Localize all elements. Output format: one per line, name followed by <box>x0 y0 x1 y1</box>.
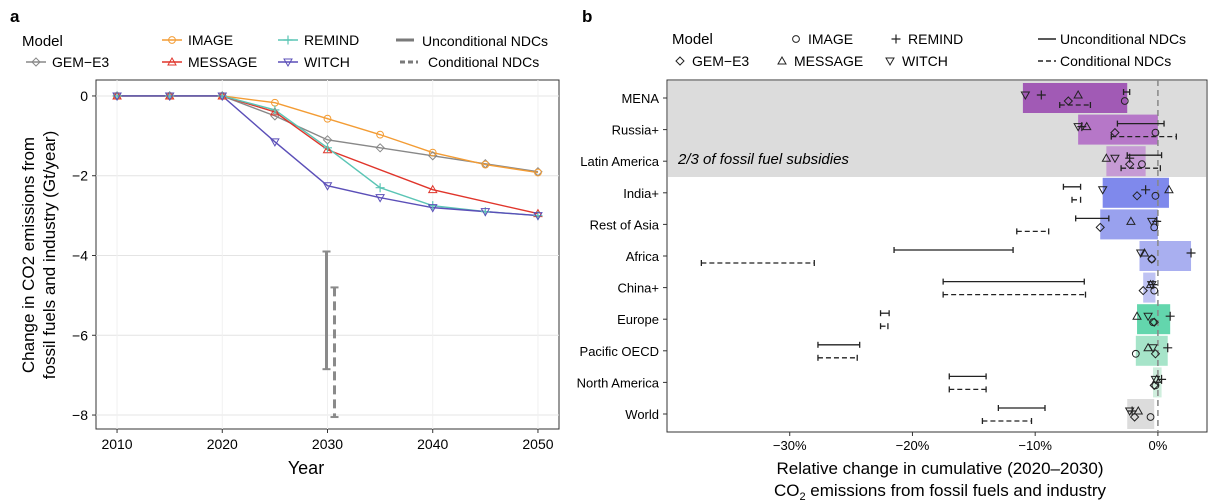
y-tick-label: −8 <box>72 407 88 423</box>
range-bar-russia <box>1078 114 1158 145</box>
region-label-india: India+ <box>623 186 659 201</box>
panel-b-legend: Model IMAGE REMIND GEM−E3 MESSAGE WITCH Unco… <box>672 31 1186 69</box>
panel-b: b Model IMAGE REMIND GEM−E3 MESSAGE WITCH Un… <box>577 7 1208 502</box>
series-line-witch <box>117 95 539 217</box>
region-label-europe: Europe <box>617 312 659 327</box>
region-label-china: China+ <box>617 281 659 296</box>
legend-unconditional-label: Unconditional NDCs <box>422 33 548 49</box>
legend-b-marker-gem-e3 <box>675 56 685 66</box>
legend-b-entry-gem-e3: GEM−E3 <box>675 53 749 69</box>
legend-b-entry-remind: REMIND <box>890 31 963 47</box>
x-tick-label: 2040 <box>417 436 448 452</box>
legend-b-conditional-label: Conditional NDCs <box>1060 53 1171 69</box>
legend-entry-witch: WITCH <box>278 54 350 70</box>
x-tick-label: −30% <box>773 438 807 453</box>
x-tick-label: 0% <box>1149 438 1168 453</box>
region-label-africa: Africa <box>626 249 660 264</box>
x-tick-label: 2050 <box>522 436 553 452</box>
region-label-mena: MENA <box>621 91 659 106</box>
panel-b-xlabel-line2: CO2 emissions from fossil fuels and indu… <box>774 481 1107 502</box>
region-label-rest-of-asia: Rest of Asia <box>590 217 660 232</box>
panel-a-legend-title: Model <box>22 33 63 50</box>
panel-a-label: a <box>10 7 20 26</box>
x-tick-label: 2030 <box>312 436 343 452</box>
legend-entry-message: MESSAGE <box>162 54 257 70</box>
legend-b-unconditional-label: Unconditional NDCs <box>1060 31 1186 47</box>
xlabel-rest: emissions from fossil fuels and industry <box>806 481 1107 500</box>
legend-b-label-gem-e3: GEM−E3 <box>692 53 749 69</box>
region-label-north-america: North America <box>577 375 660 390</box>
y-tick-label: 0 <box>80 88 88 104</box>
region-label-world: World <box>625 407 659 422</box>
region-label-pacific-oecd: Pacific OECD <box>580 344 659 359</box>
panel-a-ylabel-line1: Change in CO2 emissions from <box>19 137 38 373</box>
legend-entry-gem-e3: GEM−E3 <box>26 54 109 70</box>
region-label-russia: Russia+ <box>612 123 659 138</box>
legend-label-gem-e3: GEM−E3 <box>52 54 109 70</box>
panel-a-xlabel: Year <box>288 458 324 478</box>
legend-b-label-witch: WITCH <box>902 53 948 69</box>
legend-conditional-label: Conditional NDCs <box>428 54 539 70</box>
legend-b-marker-remind <box>890 33 902 45</box>
panel-a: a Model GEM−E3 IMAGE MESSAGE REMIND WITCH Un… <box>10 7 560 478</box>
subsidy-annotation: 2/3 of fossil fuel subsidies <box>677 151 849 168</box>
legend-label-remind: REMIND <box>304 32 359 48</box>
x-tick-label: −20% <box>896 438 930 453</box>
legend-marker-remind <box>282 34 294 46</box>
legend-entry-remind: REMIND <box>278 32 359 48</box>
x-tick-label: −10% <box>1018 438 1052 453</box>
x-tick-label: 2020 <box>207 436 238 452</box>
panel-b-label: b <box>582 7 592 26</box>
region-label-latin-america: Latin America <box>580 154 660 169</box>
legend-b-marker-witch <box>885 57 895 66</box>
legend-label-message: MESSAGE <box>188 54 257 70</box>
legend-b-marker-image <box>792 35 800 43</box>
panel-a-ylabel-line2: fossil fuels and industry (Gt/year) <box>40 131 59 379</box>
range-bar-latin-america <box>1106 146 1146 177</box>
legend-label-image: IMAGE <box>188 32 233 48</box>
y-tick-label: −2 <box>72 168 88 184</box>
xlabel-co-text: CO <box>774 481 800 500</box>
legend-b-entry-witch: WITCH <box>885 53 948 69</box>
legend-b-label-image: IMAGE <box>808 31 853 47</box>
legend-entry-image: IMAGE <box>162 32 233 48</box>
legend-label-witch: WITCH <box>304 54 350 70</box>
legend-b-entry-message: MESSAGE <box>777 53 863 69</box>
y-tick-label: −6 <box>72 327 88 343</box>
panel-b-legend-title: Model <box>672 31 713 48</box>
legend-b-marker-message <box>777 56 787 65</box>
x-tick-label: 2010 <box>101 436 132 452</box>
y-tick-label: −4 <box>72 247 88 263</box>
legend-b-label-remind: REMIND <box>908 31 963 47</box>
legend-b-entry-image: IMAGE <box>792 31 853 47</box>
xlabel-subscript: 2 <box>799 491 805 502</box>
panel-b-xlabel-line1: Relative change in cumulative (2020–2030… <box>777 459 1104 478</box>
panel-a-legend: Model GEM−E3 IMAGE MESSAGE REMIND WITCH Unco… <box>22 32 548 70</box>
legend-b-label-message: MESSAGE <box>794 53 863 69</box>
